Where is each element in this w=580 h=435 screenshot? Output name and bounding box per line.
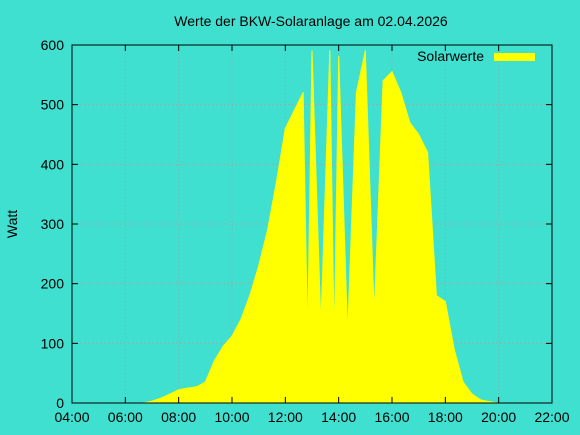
data-point bbox=[169, 393, 171, 395]
data-point bbox=[302, 92, 304, 94]
data-point bbox=[453, 348, 455, 350]
chart-title: Werte der BKW-Solaranlage am 02.04.2026 bbox=[174, 13, 448, 29]
data-point bbox=[462, 381, 464, 383]
x-tick-label: 08:00 bbox=[161, 409, 196, 425]
data-point bbox=[347, 333, 349, 335]
y-tick-label: 100 bbox=[41, 335, 65, 351]
y-tick-label: 0 bbox=[56, 395, 64, 411]
data-point bbox=[307, 336, 309, 338]
y-tick-label: 600 bbox=[41, 37, 65, 53]
data-point bbox=[373, 312, 375, 315]
data-point bbox=[267, 229, 269, 231]
y-tick-label: 500 bbox=[41, 97, 65, 113]
x-tick-label: 16:00 bbox=[374, 409, 409, 425]
data-point bbox=[409, 122, 411, 124]
series-area-solarwerte bbox=[143, 50, 499, 404]
data-point bbox=[338, 56, 340, 58]
data-point bbox=[204, 381, 206, 383]
data-point bbox=[284, 127, 286, 130]
x-tick-label: 22:00 bbox=[534, 409, 569, 425]
y-tick-label: 400 bbox=[41, 156, 65, 172]
data-point bbox=[471, 393, 473, 395]
data-point bbox=[382, 80, 384, 82]
x-tick-label: 18:00 bbox=[428, 409, 463, 425]
data-point bbox=[258, 265, 260, 267]
data-point bbox=[418, 133, 420, 136]
legend-label: Solarwerte bbox=[417, 48, 484, 64]
data-point bbox=[187, 387, 189, 389]
x-tick-label: 06:00 bbox=[108, 409, 143, 425]
data-point bbox=[195, 386, 197, 388]
data-point bbox=[240, 318, 242, 321]
x-tick-label: 12:00 bbox=[268, 409, 303, 425]
data-point bbox=[489, 401, 491, 403]
data-point bbox=[320, 324, 322, 326]
data-point bbox=[275, 181, 277, 183]
y-axis-label: Watt bbox=[4, 210, 20, 238]
data-point bbox=[427, 151, 429, 153]
data-point bbox=[151, 400, 153, 402]
data-point bbox=[311, 50, 313, 52]
data-point bbox=[480, 399, 482, 401]
data-point bbox=[293, 110, 295, 112]
x-tick-label: 14:00 bbox=[321, 409, 356, 425]
data-point bbox=[364, 50, 366, 52]
data-point bbox=[391, 71, 393, 73]
legend-swatch bbox=[494, 53, 535, 61]
data-point bbox=[400, 92, 402, 94]
x-tick-label: 10:00 bbox=[214, 409, 249, 425]
y-tick-label: 300 bbox=[41, 216, 65, 232]
data-point bbox=[333, 342, 335, 344]
data-point bbox=[160, 397, 162, 399]
x-tick-label: 04:00 bbox=[54, 409, 89, 425]
y-tick-label: 200 bbox=[41, 276, 65, 292]
data-point bbox=[178, 389, 180, 391]
data-point bbox=[435, 295, 437, 297]
axis-ticks: 04:00 06:00 08:00 10:00 12:00 14:00 16:00 18:00… bbox=[41, 37, 570, 425]
x-tick-label: 20:00 bbox=[481, 409, 516, 425]
data-point bbox=[231, 335, 233, 337]
data-point bbox=[249, 295, 251, 297]
data-point bbox=[444, 301, 446, 303]
data-point bbox=[355, 92, 357, 94]
data-point bbox=[329, 50, 331, 52]
data-point bbox=[213, 360, 215, 362]
legend: Solarwerte bbox=[417, 48, 535, 64]
data-point bbox=[222, 345, 224, 347]
